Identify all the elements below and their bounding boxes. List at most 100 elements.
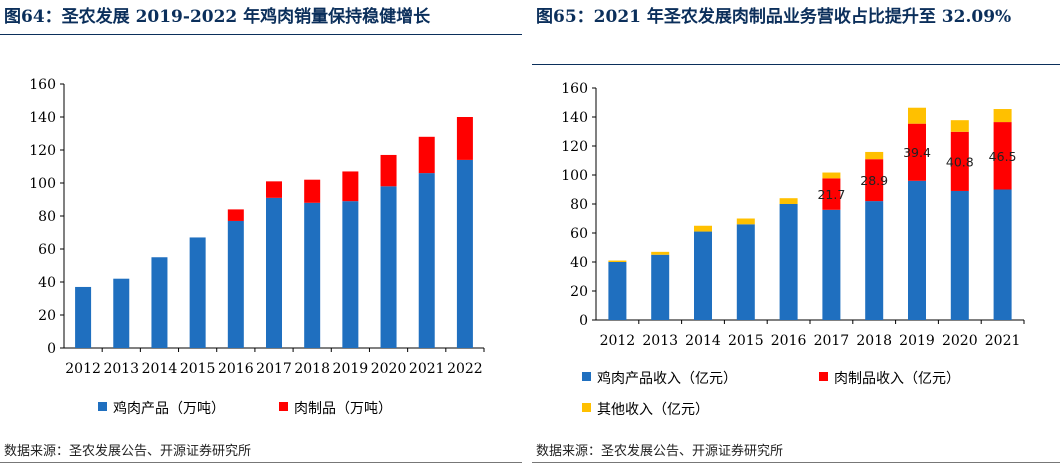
left-title-rule (0, 34, 522, 35)
left-figure-title: 图64：圣农发展 2019-2022 年鸡肉销量保持稳健增长 (4, 7, 431, 27)
bar-2020-series-1 (950, 190, 969, 320)
y-tick-label: 100 (561, 168, 588, 184)
bar-2012-series-1 (608, 262, 627, 320)
right-title-rule (532, 64, 1060, 65)
x-tick-label: 2020 (942, 333, 978, 349)
bar-2014-series-1 (694, 231, 712, 320)
bar-2016-series-3 (779, 198, 798, 204)
legend-label-series-2: 肉制品收入（亿元） (834, 371, 960, 387)
y-tick-label: 40 (570, 255, 588, 271)
y-tick-label: 0 (47, 341, 56, 357)
legend-swatch-series-2 (819, 372, 828, 381)
bar-2018-series-2 (865, 159, 884, 202)
legend-swatch-series-3 (582, 403, 591, 412)
bar-2020-series-1 (380, 186, 397, 348)
y-tick-label: 120 (29, 143, 56, 159)
data-label-2020: 40.8 (946, 154, 974, 169)
bar-2015-series-3 (736, 218, 755, 225)
x-tick-label: 2018 (856, 333, 892, 349)
left-figure-panel: 图64：圣农发展 2019-2022 年鸡肉销量保持稳健增长 0 20 40 60 80… (0, 7, 522, 463)
bar-2015-series-1 (736, 224, 755, 320)
x-tick-label: 2019 (899, 333, 935, 349)
y-tick-label: 160 (561, 81, 588, 97)
x-tick-label: 2020 (371, 361, 407, 377)
right-figure-panel: 图65：2021 年圣农发展肉制品业务营收占比提升至 32.09% 0 20 40 6… (532, 0, 1060, 467)
left-source-note: 数据来源：圣农发展公告、开源证券研究所 (4, 444, 252, 459)
bar-2021-series-1 (993, 189, 1012, 320)
y-tick-label: 100 (29, 176, 56, 192)
bar-2013-series-1 (113, 278, 130, 348)
bar-2019-series-1 (908, 180, 926, 320)
x-tick-label: 2015 (180, 361, 216, 377)
bar-2019-series-2 (342, 171, 359, 202)
right-bar-chart: 0 20 40 60 80 100 120 140 160 2012 2013 2014 2015 201… (561, 81, 1025, 418)
x-tick-label: 2014 (142, 361, 178, 377)
bar-2017-series-2 (266, 181, 282, 198)
data-label-2021: 46.5 (989, 149, 1017, 164)
legend-swatch-series-2 (279, 402, 288, 411)
x-tick-label: 2013 (103, 361, 139, 377)
bar-2021-series-1 (418, 173, 435, 348)
x-tick-label: 2015 (728, 333, 764, 349)
x-tick-label: 2018 (294, 361, 330, 377)
y-tick-label: 0 (579, 313, 588, 329)
y-tick-label: 120 (561, 139, 588, 155)
x-tick-label: 2021 (985, 333, 1021, 349)
bar-2021-series-3 (993, 109, 1012, 123)
right-source-note: 数据来源：圣农发展公告、开源证券研究所 (536, 444, 784, 459)
bar-2016-series-1 (779, 204, 798, 320)
bar-2012-series-1 (75, 286, 92, 348)
x-tick-label: 2012 (65, 361, 101, 377)
bar-2018-series-1 (865, 201, 884, 320)
x-tick-label: 2017 (814, 333, 850, 349)
bar-2019-series-3 (908, 107, 926, 124)
bar-2017-series-1 (266, 197, 282, 348)
x-tick-label: 2016 (218, 361, 254, 377)
x-tick-label: 2022 (447, 361, 483, 377)
legend-label-series-3: 其他收入（亿元） (597, 402, 709, 418)
bar-2016-series-2 (227, 209, 244, 221)
bar-2014-series-1 (151, 257, 168, 348)
bar-2017-series-2 (822, 178, 841, 210)
bar-2018-series-2 (304, 179, 321, 203)
y-tick-label: 80 (570, 197, 588, 213)
x-tick-label: 2012 (600, 333, 636, 349)
bar-2014-series-3 (694, 225, 712, 232)
right-bottom-rule (532, 462, 1060, 463)
bar-2022-series-2 (456, 117, 473, 160)
x-tick-label: 2013 (642, 333, 678, 349)
bar-2019-series-2 (908, 123, 926, 181)
x-tick-label: 2017 (256, 361, 292, 377)
y-tick-label: 160 (29, 77, 56, 93)
y-tick-label: 60 (38, 242, 56, 258)
x-tick-label: 2021 (409, 361, 445, 377)
bar-2022-series-1 (456, 159, 473, 348)
x-tick-label: 2014 (685, 333, 721, 349)
bar-2020-series-2 (380, 154, 397, 187)
data-label-2018: 28.9 (860, 173, 888, 188)
right-figure-title: 图65：2021 年圣农发展肉制品业务营收占比提升至 32.09% (536, 7, 1012, 27)
bar-2013-series-3 (651, 251, 670, 255)
legend-label-series-1: 鸡肉产品收入（亿元） (597, 370, 737, 387)
y-tick-label: 80 (38, 209, 56, 225)
bar-2021-series-2 (993, 122, 1012, 190)
bar-2017-series-1 (822, 209, 841, 320)
legend-swatch-series-1 (98, 402, 107, 411)
legend-label-series-1: 鸡肉产品（万吨） (113, 400, 225, 417)
bar-2020-series-3 (950, 120, 969, 132)
bar-2018-series-1 (304, 202, 321, 348)
bar-2015-series-1 (189, 237, 206, 348)
bar-2013-series-1 (651, 254, 670, 320)
bar-2018-series-3 (865, 151, 884, 160)
data-label-2019: 39.4 (903, 145, 931, 160)
y-tick-label: 20 (38, 308, 56, 324)
y-tick-label: 20 (570, 284, 588, 300)
y-tick-label: 60 (570, 226, 588, 242)
bar-2012-series-3 (608, 260, 627, 262)
y-tick-label: 140 (29, 110, 56, 126)
left-bottom-rule (0, 462, 522, 463)
bar-2021-series-2 (418, 136, 435, 174)
y-tick-label: 140 (561, 110, 588, 126)
legend-label-series-2: 肉制品（万吨） (294, 401, 392, 417)
